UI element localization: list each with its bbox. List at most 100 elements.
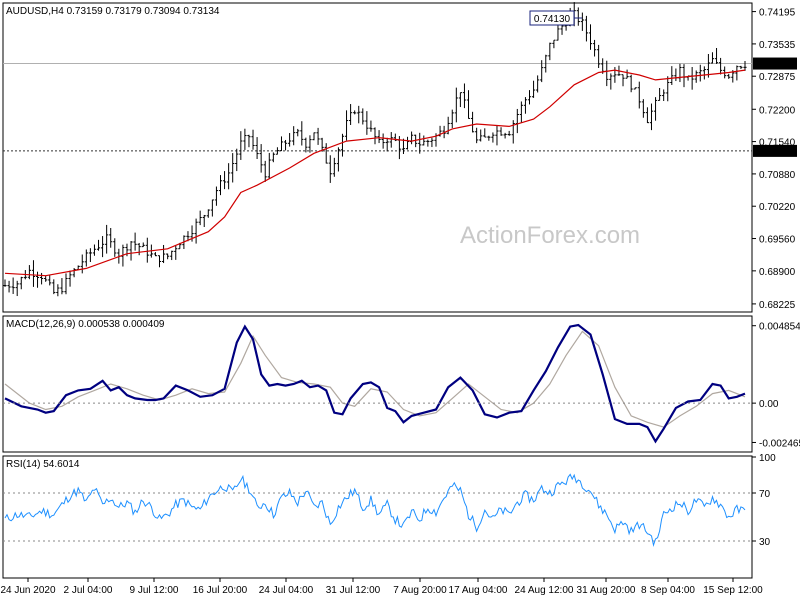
ohlc-bar: [385, 137, 389, 152]
price-axis: 0.74195 0.73535 0.72875 0.72200 0.71540 0.708…: [752, 8, 797, 311]
ohlc-bar: [206, 209, 210, 218]
ohlc-bar: [540, 60, 544, 83]
macd-main-line: [4, 323, 746, 444]
macd-hist-bar: [367, 388, 374, 404]
ohlc-bar: [267, 152, 271, 179]
ohlc-bar: [694, 70, 698, 83]
ohlc-bar: [503, 132, 507, 139]
ohlc-bar: [625, 69, 629, 79]
ohlc-bar: [377, 130, 381, 144]
macd-lines: [4, 323, 746, 444]
rsi-tick-label: 30: [759, 537, 771, 548]
ohlc-bar: [527, 90, 532, 105]
ohlc-bar: [328, 155, 332, 183]
macd-hist-bar: [442, 403, 448, 412]
ohlc-bar: [166, 253, 170, 260]
ohlc-bar: [84, 249, 88, 267]
price-tick-label: 0.72200: [759, 105, 796, 116]
macd-hist-bar: [429, 403, 436, 415]
ohlc-bar: [353, 110, 357, 115]
macd-hist-bar: [603, 403, 610, 416]
macd-hist-bar: [70, 391, 76, 404]
macd-hist-bar: [466, 380, 473, 404]
ohlc-bar: [231, 153, 235, 183]
macd-hist-bar: [231, 355, 238, 404]
ohlc-bar: [214, 186, 219, 206]
ohlc-bar: [105, 224, 109, 254]
ohlc-bar: [719, 57, 723, 75]
ohlc-bar: [580, 12, 584, 31]
ohlc-bar: [68, 270, 72, 287]
ohlc-bar: [92, 244, 97, 256]
time-tick-label: 2 Jul 04:00: [64, 585, 113, 596]
macd-hist-bar: [404, 403, 411, 412]
macd-hist-bar: [615, 403, 622, 424]
time-tick-label: 16 Jul 20:00: [193, 585, 248, 596]
time-tick-label: 8 Sep 04:00: [641, 585, 695, 596]
ohlc-bar: [243, 128, 247, 150]
macd-hist-bar: [194, 393, 200, 404]
time-tick-label: 24 Jun 2020: [0, 585, 55, 596]
ohlc-bar: [194, 218, 198, 244]
ohlc-bar: [161, 244, 166, 264]
ohlc-bar: [357, 105, 361, 124]
ohlc-bar: [584, 15, 589, 42]
ohlc-bar: [706, 54, 711, 78]
ohlc-bar: [621, 74, 625, 87]
watermark: ActionForex.com: [460, 222, 640, 249]
current-price-label: 0.73134: [756, 60, 793, 71]
macd-histogram: [8, 329, 734, 436]
ohlc-bar: [544, 54, 548, 73]
ohlc-bar: [133, 232, 137, 251]
rsi-line: [4, 473, 746, 548]
macd-hist-bar: [20, 403, 27, 406]
time-tick-label: 24 Jul 04:00: [259, 585, 314, 596]
ohlc-bar: [227, 163, 231, 190]
macd-tick-label: 0.004854: [759, 322, 800, 333]
macd-hist-bar: [293, 385, 300, 404]
ohlc-bar: [389, 132, 393, 148]
ohlc-bar: [418, 132, 422, 154]
ohlc-bar: [414, 134, 418, 148]
ohlc-bar: [48, 275, 52, 286]
ohlc-bar: [255, 137, 259, 159]
ohlc-bar: [658, 87, 662, 101]
ohlc-bar: [186, 231, 190, 242]
ohlc-bar: [170, 250, 174, 261]
rsi-panel-frame: [2, 455, 753, 579]
time-tick-label: 7 Aug 20:00: [393, 585, 447, 596]
macd-hist-bar: [256, 355, 262, 404]
macd-hist-bar: [516, 403, 523, 413]
ohlc-bar: [153, 252, 158, 257]
ohlc-bar: [3, 279, 7, 287]
ohlc-bar: [576, 7, 580, 26]
macd-hist-bar: [218, 390, 225, 404]
ohlc-bar: [31, 260, 36, 287]
ohlc-bar: [316, 127, 320, 145]
ohlc-bar: [349, 104, 353, 125]
ohlc-bar: [597, 44, 601, 69]
macd-panel-frame: [2, 315, 753, 453]
ohlc-bar: [157, 255, 162, 268]
ohlc-bar: [202, 214, 206, 228]
ohlc-bar: [531, 80, 536, 98]
ohlc-bar: [637, 81, 641, 109]
ohlc-bar: [64, 273, 68, 295]
time-tick-label: 17 Aug 04:00: [449, 585, 508, 596]
macd-hist-bar: [107, 390, 114, 404]
ohlc-bar: [300, 121, 304, 146]
ohlc-bar: [462, 83, 467, 109]
ohlc-bar: [56, 284, 60, 297]
ohlc-bar: [336, 147, 341, 172]
ohlc-bar: [320, 137, 324, 152]
ohlc-bar: [247, 134, 251, 148]
macd-hist-bar: [417, 403, 424, 420]
rsi-axis: 100 70 30: [752, 453, 776, 548]
ohlc-bar: [735, 65, 739, 81]
ohlc-bar: [361, 108, 365, 125]
ohlc-bar: [422, 135, 426, 146]
macd-hist-bar: [491, 403, 498, 413]
macd-hist-bar: [206, 396, 213, 404]
ohlc-bar: [279, 136, 284, 152]
ohlc-bar: [174, 245, 178, 260]
